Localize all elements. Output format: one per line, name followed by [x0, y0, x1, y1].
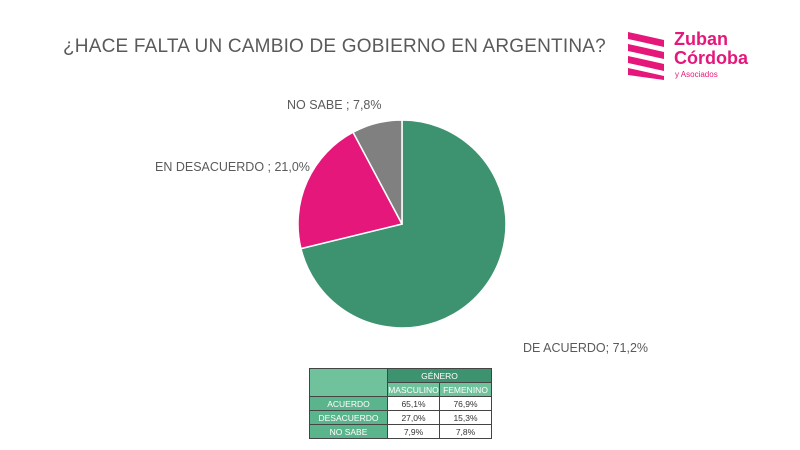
table-group-header: GÉNERO: [387, 368, 492, 383]
table-col-masculino: MASCULINO: [387, 382, 440, 397]
table-row: DESACUERDO 27,0% 15,3%: [309, 410, 492, 425]
logo-line-3: y Asociados: [675, 70, 718, 79]
logo-line-2: Córdoba: [674, 48, 748, 68]
table-col-femenino: FEMENINO: [439, 382, 492, 397]
page-title: ¿HACE FALTA UN CAMBIO DE GOBIERNO EN ARG…: [63, 36, 606, 57]
pie-slice-no-sabe: [352, 119, 403, 225]
logo-stripes-icon: [628, 32, 664, 80]
logo-line-1: Zuban: [674, 29, 728, 49]
slice-label-en-desacuerdo: EN DESACUERDO ; 21,0%: [155, 160, 310, 174]
pie-slice-en-desacuerdo: [297, 131, 404, 250]
gender-table: GÉNERO MASCULINO FEMENINO ACUERDO 65,1% …: [309, 368, 492, 439]
table-row: ACUERDO 65,1% 76,9%: [309, 396, 492, 411]
slice-label-de-acuerdo: DE ACUERDO; 71,2%: [523, 341, 649, 355]
cell-desacuerdo-femenino: 15,3%: [439, 410, 492, 425]
cell-desacuerdo-masculino: 27,0%: [387, 410, 440, 425]
cell-no-sabe-masculino: 7,9%: [387, 424, 440, 439]
cell-acuerdo-femenino: 76,9%: [439, 396, 492, 411]
slice-label-no-sabe: NO SABE ; 7,8%: [287, 98, 382, 112]
zuban-cordoba-logo: Zuban Córdoba y Asociados: [624, 28, 774, 84]
cell-acuerdo-masculino: 65,1%: [387, 396, 440, 411]
pie-slice-de-acuerdo: [300, 119, 507, 329]
table-row: NO SABE 7,9% 7,8%: [309, 424, 492, 439]
table-corner: [309, 368, 388, 397]
cell-no-sabe-femenino: 7,8%: [439, 424, 492, 439]
row-label-no-sabe: NO SABE: [309, 424, 388, 439]
row-label-acuerdo: ACUERDO: [309, 396, 388, 411]
row-label-desacuerdo: DESACUERDO: [309, 410, 388, 425]
